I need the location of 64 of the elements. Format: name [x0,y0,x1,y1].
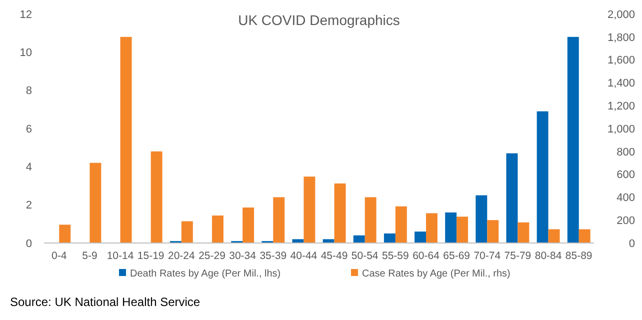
bar [536,111,548,243]
y2-tick-label: 1,800 [607,32,635,44]
y2-tick-label: 200 [616,214,635,227]
bar [304,176,316,243]
y2-tick-label: 1,600 [607,54,635,67]
x-tick-label: 25-29 [198,250,226,262]
x-tick-label: 45-49 [320,250,348,262]
legend-label: Case Rates by Age (Per Mil., rhs) [362,268,510,280]
bar [90,162,102,243]
x-tick-label: 0-4 [52,250,67,262]
bar [242,208,254,243]
x-tick-label: 50-54 [351,250,378,262]
bar [334,183,346,243]
bar [292,239,304,243]
bar [548,229,560,243]
bar [426,213,438,243]
x-tick-label: 70-74 [474,250,501,262]
bar [150,151,162,243]
x-tick-label: 55-59 [382,250,410,262]
y2-tick-label: 0 [628,238,635,250]
source-note: Source: UK National Health Service [10,295,200,309]
x-tick-label: 85-89 [565,250,592,262]
x-tick-label: 80-84 [534,250,562,262]
y-tick-label: 8 [26,85,32,98]
y2-tick-label: 1,000 [607,123,635,136]
x-tick-label: 35-39 [260,250,287,262]
chart-title: UK COVID Demographics [238,12,400,28]
bar [59,224,71,243]
bar [476,195,488,243]
y-tick-label: 10 [20,47,32,60]
x-tick-label: 10-14 [106,250,134,262]
bar [567,36,579,243]
y-tick-label: 6 [26,123,32,136]
y2-tick-label: 800 [616,146,635,158]
x-tick-label: 20-24 [168,250,196,262]
bar [181,221,193,243]
y2-tick-label: 1,200 [607,100,635,112]
y2-tick-label: 400 [616,192,635,204]
bar [364,197,376,243]
bar [395,206,407,243]
bar [212,216,224,243]
y-tick-label: 4 [26,162,32,174]
y2-tick-label: 1,400 [607,78,635,90]
legend-label: Death Rates by Age (Per Mil., lhs) [130,268,281,280]
bar [506,153,518,243]
x-tick-label: 60-64 [412,250,440,262]
y-tick-label: 2 [26,200,32,212]
x-tick-label: 75-79 [504,250,532,262]
x-tick-label: 5-9 [82,250,98,262]
y-tick-label: 12 [20,8,32,21]
x-tick-label: 15-19 [137,250,164,262]
bar [322,239,334,243]
bar [384,233,396,243]
y2-tick-label: 600 [616,169,635,182]
y2-tick-label: 2,000 [607,8,635,21]
bar [518,222,530,243]
x-tick-label: 65-69 [443,250,470,262]
bar [120,36,132,243]
x-tick-label: 40-44 [290,250,318,262]
x-tick-label: 30-34 [229,250,256,262]
bar [353,235,365,243]
bar [273,197,285,243]
bar [578,229,590,243]
y-tick-label: 0 [26,238,32,250]
